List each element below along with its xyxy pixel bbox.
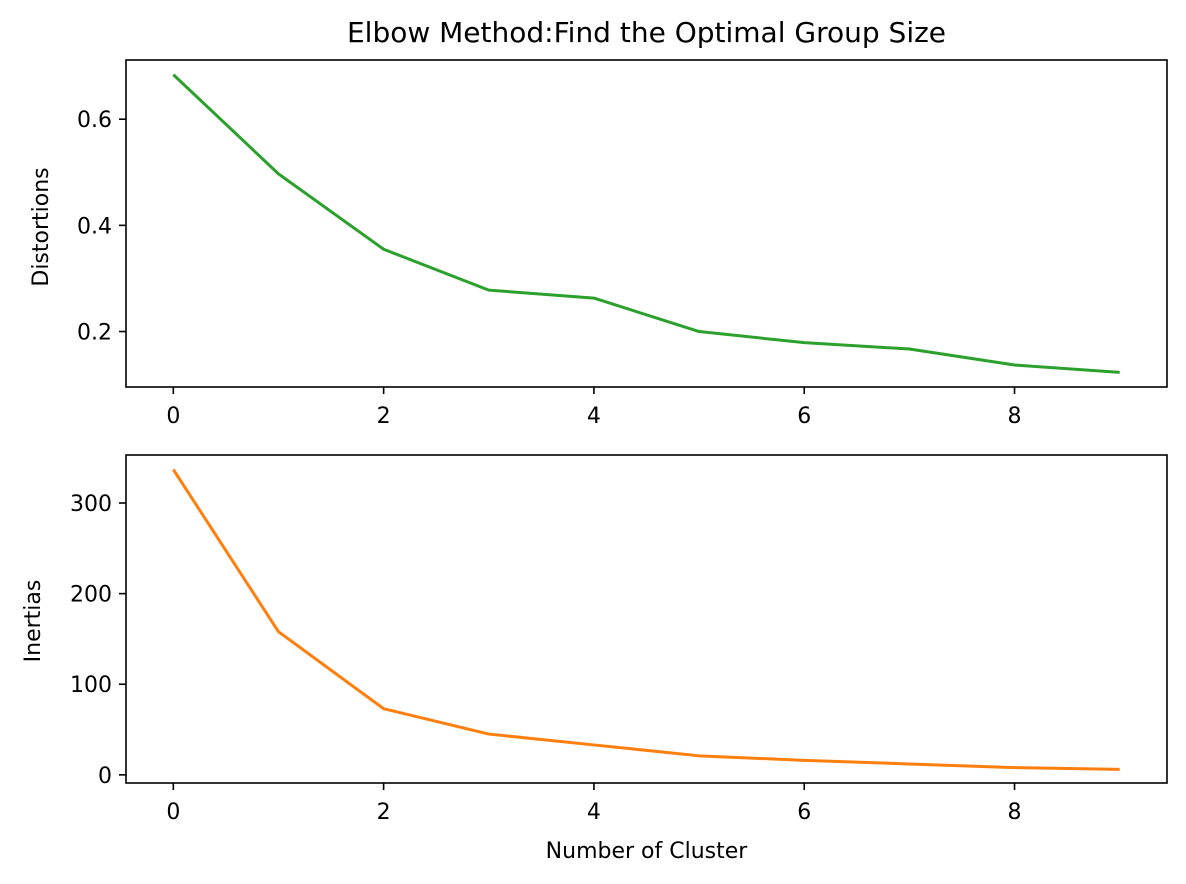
inertias-y-tick-label: 0 bbox=[98, 764, 112, 789]
distortions-plot-frame bbox=[125, 59, 1168, 388]
inertias-y-tick-label: 200 bbox=[70, 583, 112, 608]
distortions-series-line bbox=[172, 73, 1120, 374]
inertias-x-axis-label: Number of Cluster bbox=[546, 839, 749, 864]
distortions-y-ticks: 0.2 0.4 0.6 bbox=[77, 108, 126, 346]
distortions-y-axis-label: Distortions bbox=[29, 167, 54, 286]
inertias-y-tick-label: 100 bbox=[70, 673, 112, 698]
distortions-y-tick-label: 0.4 bbox=[77, 214, 112, 239]
inertias-x-tick-label: 8 bbox=[1008, 800, 1022, 825]
distortions-x-tick-label: 2 bbox=[377, 404, 391, 429]
distortions-x-ticks: 0 2 4 6 8 bbox=[166, 387, 1022, 429]
inertias-x-tick-label: 6 bbox=[797, 800, 811, 825]
inertias-y-ticks: 0 100 200 300 bbox=[70, 492, 126, 789]
inertias-y-axis-label: Inertias bbox=[21, 580, 46, 663]
inertias-plot-frame bbox=[125, 454, 1168, 784]
distortions-x-tick-label: 0 bbox=[166, 404, 180, 429]
inertias-x-ticks: 0 2 4 6 8 bbox=[166, 783, 1022, 825]
distortions-subplot: Elbow Method:Find the Optimal Group Size… bbox=[29, 16, 1168, 429]
distortions-y-tick-label: 0.6 bbox=[77, 108, 112, 133]
chart-title: Elbow Method:Find the Optimal Group Size bbox=[347, 16, 946, 49]
inertias-series-line bbox=[172, 468, 1120, 771]
inertias-x-tick-label: 2 bbox=[377, 800, 391, 825]
distortions-x-tick-label: 8 bbox=[1008, 404, 1022, 429]
inertias-y-tick-label: 300 bbox=[70, 492, 112, 517]
distortions-x-tick-label: 4 bbox=[587, 404, 601, 429]
inertias-subplot: 0 2 4 6 8 0 100 200 300 Inertias Number of Clus… bbox=[21, 454, 1168, 864]
inertias-x-tick-label: 4 bbox=[587, 800, 601, 825]
distortions-x-tick-label: 6 bbox=[797, 404, 811, 429]
distortions-y-tick-label: 0.2 bbox=[77, 321, 112, 346]
distortions-series-group bbox=[172, 73, 1120, 374]
inertias-x-tick-label: 0 bbox=[166, 800, 180, 825]
inertias-series-group bbox=[172, 468, 1120, 771]
